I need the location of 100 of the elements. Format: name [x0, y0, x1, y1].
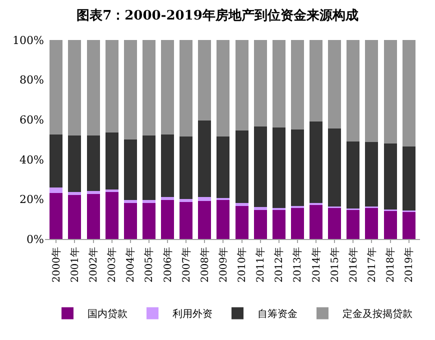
bar — [198, 120, 212, 198]
bar — [161, 200, 174, 239]
bar — [142, 200, 156, 204]
bar — [402, 146, 416, 211]
bar — [50, 40, 63, 135]
bar — [272, 209, 286, 239]
bar — [86, 136, 100, 192]
bar — [124, 202, 137, 239]
bar — [68, 192, 82, 196]
bar — [346, 40, 360, 142]
y-tick-label: 20% — [20, 193, 44, 206]
x-tick-label: 2006年 — [162, 247, 174, 282]
bar — [50, 193, 63, 239]
x-tick-label: 2001年 — [68, 247, 81, 282]
x-tick-label: 2014年 — [310, 247, 322, 282]
bar — [346, 141, 360, 209]
bar — [235, 205, 248, 239]
bar — [180, 40, 193, 137]
bar — [105, 132, 118, 190]
bar — [328, 207, 342, 239]
legend-label: 利用外资 — [172, 308, 212, 320]
bar — [124, 40, 137, 140]
x-tick-label: 2004年 — [124, 247, 137, 282]
x-tick-label: 2019年 — [403, 247, 416, 282]
x-tick-label: 2012年 — [273, 247, 286, 282]
bar — [68, 136, 82, 192]
x-tick-label: 2002年 — [88, 247, 100, 282]
bar — [310, 122, 323, 204]
bar — [384, 210, 397, 239]
bar — [105, 191, 118, 239]
bar — [365, 207, 378, 239]
bar — [142, 203, 156, 239]
bar — [86, 191, 100, 194]
bar — [254, 40, 267, 127]
bar — [235, 40, 248, 131]
legend-label: 定金及按揭贷款 — [342, 308, 412, 320]
bar — [86, 194, 100, 239]
x-tick-label: 2007年 — [180, 247, 192, 282]
x-tick-label: 2000年 — [50, 247, 62, 282]
bar — [68, 40, 82, 136]
bar — [254, 126, 267, 208]
bar — [290, 130, 304, 206]
x-tick-label: 2010年 — [236, 247, 248, 282]
bar — [216, 40, 230, 137]
bar — [198, 40, 212, 121]
bar — [402, 40, 416, 146]
x-tick-label: 2008年 — [198, 247, 211, 282]
bar — [161, 40, 174, 135]
x-tick-label: 2011年 — [254, 247, 267, 282]
bar — [68, 195, 82, 239]
x-tick-label: 2009年 — [217, 247, 230, 282]
bar — [216, 136, 230, 198]
bar — [124, 200, 137, 203]
y-tick-label: 60% — [20, 113, 44, 126]
bar — [365, 40, 378, 142]
bar — [198, 197, 212, 202]
bar — [365, 142, 378, 207]
bar — [254, 209, 267, 239]
y-tick-label: 100% — [12, 34, 44, 47]
x-tick-label: 2003年 — [106, 247, 118, 282]
bar — [105, 40, 118, 133]
legend-label: 国内贷款 — [88, 308, 128, 320]
bar — [161, 197, 174, 200]
bar — [124, 140, 137, 200]
bar — [180, 202, 193, 239]
legend-label: 自筹资金 — [258, 308, 298, 320]
x-tick-label: 2005年 — [143, 247, 156, 282]
y-tick-label: 80% — [20, 74, 44, 87]
bar — [272, 128, 286, 208]
bar — [272, 40, 286, 128]
bar — [328, 40, 342, 129]
bar — [235, 130, 248, 204]
bar — [142, 136, 156, 200]
bar — [310, 204, 323, 239]
bar — [216, 200, 230, 239]
x-tick-label: 2018年 — [384, 247, 397, 282]
bar — [384, 143, 397, 210]
bar — [290, 207, 304, 239]
bar — [328, 128, 342, 207]
bar — [180, 199, 193, 202]
bar — [50, 134, 63, 188]
bar — [105, 189, 118, 192]
bar — [198, 201, 212, 239]
bar — [235, 203, 248, 206]
y-tick-label: 0% — [26, 232, 44, 246]
y-tick-label: 40% — [20, 153, 44, 166]
x-tick-label: 2016年 — [347, 247, 360, 282]
x-tick-label: 2017年 — [366, 247, 378, 282]
bar — [86, 40, 100, 136]
bar — [310, 40, 323, 122]
bar — [402, 211, 416, 239]
bar — [142, 40, 156, 136]
bar — [50, 187, 63, 194]
bar — [346, 209, 360, 239]
bar — [384, 40, 397, 144]
bar — [254, 207, 267, 210]
x-tick-label: 2015年 — [328, 247, 341, 282]
bar — [161, 134, 174, 198]
chart-title: 图表7：2000-2019年房地产到位资金来源构成 — [76, 7, 358, 24]
bar — [180, 136, 193, 200]
